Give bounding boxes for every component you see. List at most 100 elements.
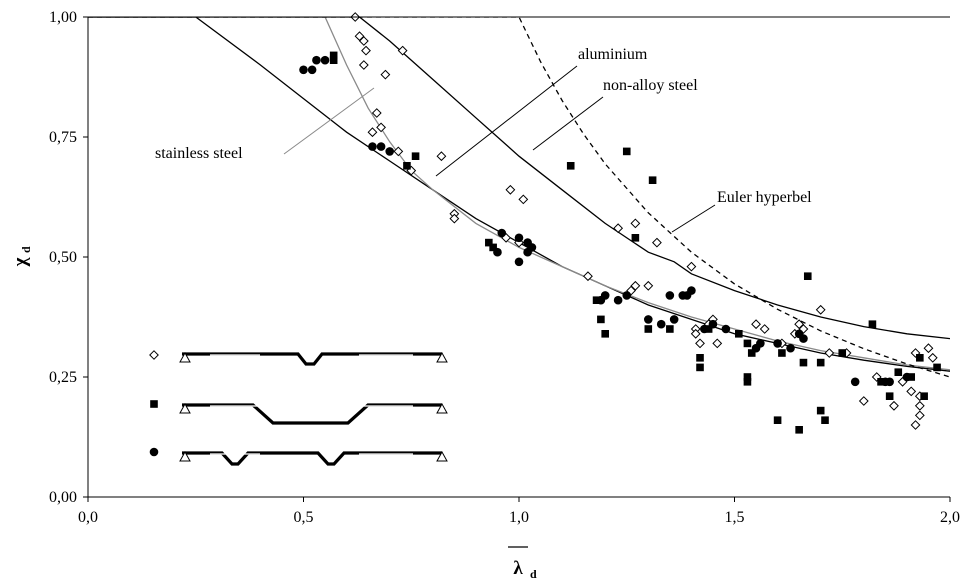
marker-diamond [358, 36, 369, 46]
marker-square [868, 320, 877, 328]
marker-circle [514, 257, 524, 267]
marker-square [778, 349, 786, 357]
marker-circle [149, 447, 159, 457]
marker-circle [902, 372, 912, 382]
x-tick-label: 2,0 [940, 509, 960, 526]
marker-diamond [149, 350, 159, 360]
axes-layer [83, 16, 951, 502]
marker-diamond [371, 108, 382, 118]
marker-square [696, 363, 704, 372]
marker-square [485, 238, 493, 247]
markers-layer [299, 12, 941, 434]
leader-stainless-steel [283, 87, 375, 155]
marker-diamond [686, 261, 697, 272]
marker-circle [656, 319, 666, 329]
marker-square [877, 378, 885, 386]
marker-square [933, 363, 941, 372]
marker-square [150, 400, 158, 408]
legend-profile-square-support-left [179, 402, 191, 414]
y-tick-label: 0,25 [49, 369, 77, 386]
marker-diamond [759, 324, 770, 334]
marker-diamond [927, 352, 938, 363]
x-axis-title-sub: d [530, 567, 537, 581]
marker-diamond [613, 223, 624, 234]
marker-circle [687, 286, 696, 295]
marker-circle [613, 295, 623, 305]
leader-non-alloy-steel [532, 96, 604, 151]
x-axis-title: λ [513, 558, 523, 579]
marker-diamond [914, 400, 925, 411]
marker-diamond [583, 271, 593, 282]
marker-square [644, 325, 653, 333]
marker-circle [665, 291, 675, 300]
x-tick-label: 1,0 [509, 509, 529, 526]
marker-square [631, 234, 640, 242]
marker-diamond [630, 280, 641, 291]
marker-square [696, 354, 704, 362]
marker-diamond [798, 324, 809, 334]
marker-diamond [889, 400, 899, 411]
marker-diamond [518, 194, 529, 205]
marker-circle [773, 339, 782, 348]
marker-square [648, 176, 657, 184]
marker-circle [756, 339, 765, 348]
marker-square [704, 325, 713, 333]
marker-diamond [751, 319, 761, 330]
marker-diamond [436, 151, 447, 162]
leader-euler-hyperbel [671, 204, 716, 233]
marker-diamond [380, 69, 391, 80]
marker-circle [307, 65, 317, 75]
marker-diamond [858, 396, 869, 406]
marker-circle [799, 334, 808, 343]
legend-profile-square [179, 402, 448, 425]
marker-circle [514, 233, 524, 243]
marker-square [816, 406, 825, 415]
curves-layer [88, 17, 950, 378]
y-tick-label: 0,50 [49, 249, 77, 266]
marker-diamond [652, 237, 662, 248]
annotation-stainless-steel: stainless steel [155, 145, 243, 162]
marker-square [329, 51, 338, 60]
marker-square [743, 339, 752, 348]
y-tick-label: 0,00 [49, 489, 77, 506]
legend-profile-circle-support-right [436, 450, 448, 462]
legend-layer [149, 350, 448, 466]
marker-diamond [505, 184, 516, 195]
y-axis-title-sub: d [19, 246, 33, 253]
marker-circle [320, 55, 330, 65]
marker-square [735, 330, 743, 338]
marker-diamond [397, 45, 408, 56]
marker-square [773, 416, 782, 424]
y-tick-label: 0,75 [49, 129, 77, 146]
marker-square [885, 392, 894, 400]
legend-profile-circle [179, 450, 448, 466]
marker-square [666, 325, 674, 333]
marker-diamond [910, 420, 921, 430]
marker-circle [299, 65, 308, 75]
marker-square [920, 392, 928, 400]
marker-circle [850, 377, 860, 387]
labels-layer: 0,0 0,5 1,0 1,5 2,00,000,250,500,751,00λ dχda… [10, 9, 960, 581]
marker-diamond [871, 372, 882, 382]
marker-diamond [794, 319, 805, 330]
legend-profile-square-line [182, 403, 442, 425]
marker-circle [523, 247, 532, 257]
marker-circle [708, 319, 718, 329]
y-axis-title: χd [10, 246, 33, 267]
marker-circle [376, 142, 386, 151]
marker-square [747, 349, 756, 357]
y-tick-label: 1,00 [49, 9, 77, 26]
marker-circle [786, 343, 795, 353]
legend-profile-diamond-support-right [436, 351, 448, 363]
legend-profile-square-support-right [436, 402, 448, 414]
marker-circle [493, 247, 502, 257]
marker-diamond [630, 218, 641, 229]
marker-square [916, 354, 924, 362]
marker-square [411, 152, 420, 160]
legend-profile-diamond-line [182, 352, 442, 366]
marker-square [403, 162, 411, 170]
marker-diamond [361, 45, 371, 56]
leader-aluminium [435, 65, 578, 177]
marker-diamond [906, 386, 917, 397]
